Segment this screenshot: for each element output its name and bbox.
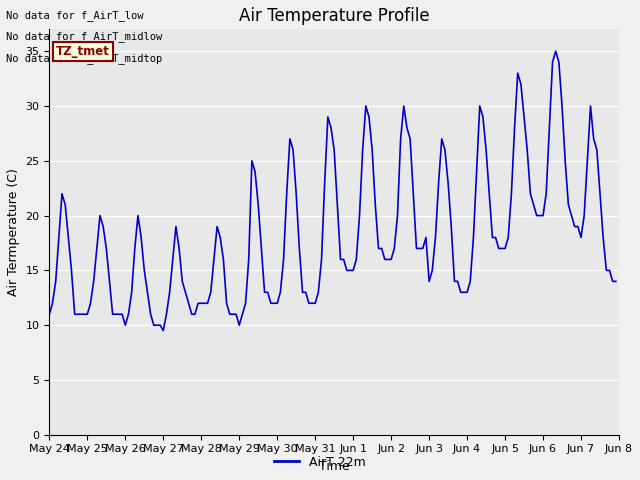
Text: TZ_tmet: TZ_tmet (56, 45, 109, 58)
Text: No data for f_AirT_low: No data for f_AirT_low (6, 10, 144, 21)
Text: No data for f_AirT_midtop: No data for f_AirT_midtop (6, 53, 163, 64)
Text: No data for f_AirT_midlow: No data for f_AirT_midlow (6, 31, 163, 42)
X-axis label: Time: Time (319, 460, 349, 473)
Legend: AirT 22m: AirT 22m (269, 451, 371, 474)
Y-axis label: Air Termperature (C): Air Termperature (C) (7, 168, 20, 296)
Title: Air Temperature Profile: Air Temperature Profile (239, 7, 429, 25)
